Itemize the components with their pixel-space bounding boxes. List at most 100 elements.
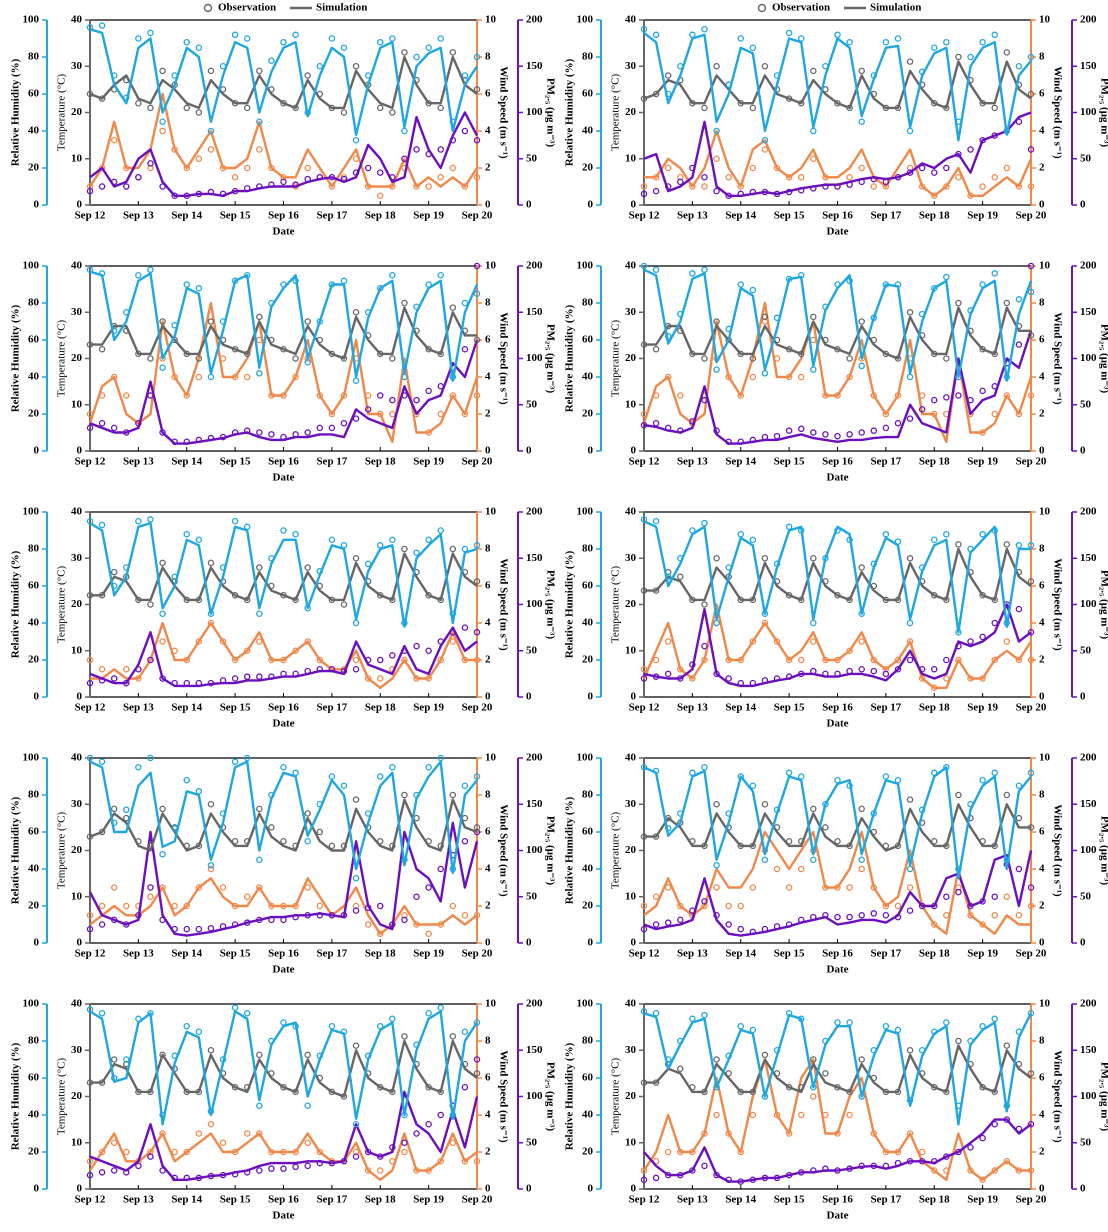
observation-point bbox=[316, 656, 324, 664]
observation-point bbox=[123, 564, 130, 571]
observation-point bbox=[834, 776, 841, 784]
observation-point bbox=[473, 262, 481, 270]
observation-point bbox=[822, 173, 829, 181]
observation-point bbox=[147, 104, 154, 112]
observation-point bbox=[773, 923, 781, 930]
observation-point bbox=[834, 1019, 841, 1026]
axis-label: PM₂.₅ (μg m⁻³) bbox=[1098, 1062, 1108, 1132]
observation-point bbox=[123, 164, 130, 172]
y-tick-label: 80 bbox=[28, 789, 40, 801]
axis-label: Temperature (°C) bbox=[56, 74, 68, 152]
x-tick-label: Sep 12 bbox=[75, 702, 106, 714]
observation-point bbox=[256, 429, 263, 436]
observation-point bbox=[328, 35, 336, 42]
observation-point bbox=[461, 72, 469, 79]
observation-point bbox=[773, 314, 781, 322]
observation-point bbox=[316, 912, 324, 919]
y-tick-label: 0 bbox=[631, 445, 637, 457]
y-tick-label: 6 bbox=[485, 826, 491, 838]
observation-point bbox=[931, 410, 938, 418]
observation-point bbox=[713, 366, 720, 373]
observation-point bbox=[437, 656, 444, 664]
observation-point bbox=[219, 164, 227, 172]
observation-point bbox=[376, 284, 384, 292]
observation-point bbox=[183, 350, 190, 358]
observation-point bbox=[461, 545, 469, 553]
observation-point bbox=[931, 769, 938, 777]
observation-point bbox=[364, 406, 372, 413]
observation-point bbox=[640, 410, 648, 418]
observation-point bbox=[664, 333, 672, 340]
observation-point bbox=[906, 58, 914, 65]
observation-point bbox=[967, 638, 974, 645]
observation-point bbox=[98, 592, 106, 599]
y-tick-label: 0 bbox=[77, 937, 83, 949]
observation-point bbox=[858, 1162, 865, 1170]
observation-point bbox=[316, 1159, 324, 1167]
observation-point bbox=[243, 1084, 251, 1091]
observation-point bbox=[401, 647, 408, 655]
simulation-line bbox=[89, 55, 478, 110]
observation-point bbox=[86, 592, 94, 599]
observation-point bbox=[243, 427, 251, 434]
observation-point bbox=[918, 164, 926, 172]
y-tick-label: 10 bbox=[625, 398, 637, 410]
observation-point bbox=[183, 1174, 190, 1182]
observation-point bbox=[135, 1015, 142, 1023]
observation-point bbox=[159, 67, 166, 75]
observation-point bbox=[858, 67, 865, 75]
y-tick-label: 100 bbox=[577, 14, 594, 26]
observation-point bbox=[364, 904, 372, 912]
observation-point bbox=[797, 425, 805, 433]
observation-point bbox=[292, 355, 299, 362]
observation-point bbox=[159, 429, 166, 436]
observation-point bbox=[737, 1178, 745, 1185]
axis-label: Wind Speed (m s⁻¹) bbox=[1051, 804, 1063, 897]
y-tick-label: 80 bbox=[28, 297, 40, 309]
y-tick-label: 80 bbox=[582, 1035, 594, 1047]
y-tick-label: 10 bbox=[485, 14, 497, 26]
y-tick-label: 40 bbox=[28, 371, 40, 383]
observation-point bbox=[991, 382, 998, 390]
y-tick-label: 10 bbox=[485, 260, 497, 272]
observation-point bbox=[797, 173, 805, 181]
observation-point bbox=[376, 930, 384, 938]
simulation-line bbox=[88, 821, 479, 937]
observation-point bbox=[773, 806, 781, 814]
observation-point bbox=[797, 350, 805, 358]
observation-point bbox=[171, 925, 178, 933]
observation-point bbox=[123, 308, 130, 316]
observation-point bbox=[473, 578, 481, 585]
observation-point bbox=[931, 684, 938, 692]
x-axis-label: Date bbox=[827, 1210, 849, 1222]
observation-point bbox=[256, 805, 263, 813]
observation-point bbox=[231, 100, 239, 107]
observation-point bbox=[1003, 127, 1011, 135]
observation-point bbox=[822, 824, 829, 831]
observation-point bbox=[98, 1148, 106, 1156]
observation-point bbox=[364, 675, 372, 682]
observation-point bbox=[207, 924, 215, 932]
observation-point bbox=[413, 675, 420, 682]
observation-point bbox=[231, 173, 239, 181]
observation-point bbox=[931, 44, 938, 52]
observation-point bbox=[243, 523, 251, 531]
observation-point bbox=[1003, 1102, 1011, 1110]
observation-point bbox=[256, 673, 263, 680]
observation-point bbox=[110, 72, 118, 79]
y-tick-label: 4 bbox=[1039, 1109, 1045, 1121]
observation-point bbox=[171, 72, 178, 79]
axis-label: Relative Humidity (%) bbox=[10, 58, 22, 166]
observation-point bbox=[159, 118, 166, 126]
observation-point bbox=[991, 1015, 998, 1023]
observation-point bbox=[737, 902, 745, 910]
y-tick-label: 10 bbox=[1039, 14, 1051, 26]
axis-label: Temperature (°C) bbox=[610, 812, 622, 890]
y-tick-label: 200 bbox=[526, 14, 543, 26]
observation-point bbox=[640, 262, 648, 270]
observation-point bbox=[689, 1084, 696, 1091]
observation-point bbox=[292, 431, 299, 438]
observation-point bbox=[425, 429, 432, 436]
observation-point bbox=[389, 652, 396, 659]
y-tick-label: 4 bbox=[485, 371, 491, 383]
